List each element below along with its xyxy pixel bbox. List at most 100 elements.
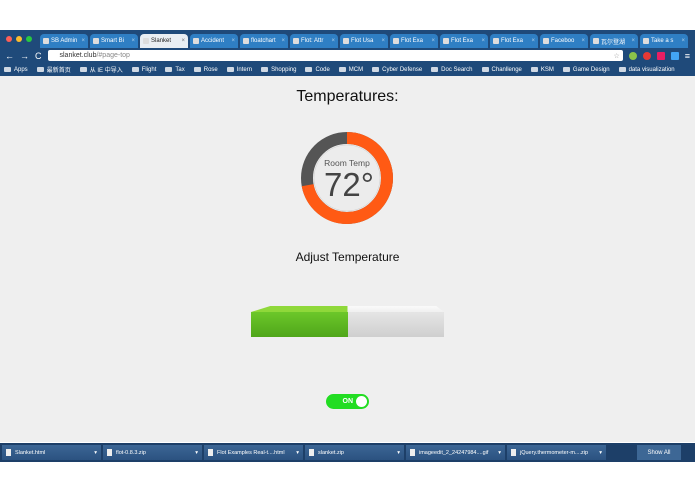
dropdown-arrow-icon[interactable]: ▾ (397, 449, 400, 456)
close-tab-icon[interactable]: × (381, 38, 385, 44)
tab[interactable]: Flot Exa × (490, 34, 538, 48)
folder-icon (530, 67, 538, 72)
back-icon[interactable]: ← (5, 50, 14, 61)
tab[interactable]: Flot Usa × (340, 34, 388, 48)
tab[interactable]: Slanket × (140, 34, 188, 48)
close-tab-icon[interactable]: × (281, 38, 285, 44)
extension-icon[interactable] (670, 51, 679, 60)
dropdown-arrow-icon[interactable]: ▾ (296, 449, 299, 456)
show-all-downloads-button[interactable]: Show All (637, 445, 681, 460)
file-icon (410, 449, 415, 456)
tab[interactable]: Faceboo × (540, 34, 588, 48)
download-item[interactable]: imageedit_2_24247984....gif ▾ (406, 445, 505, 460)
bookmark-item[interactable]: Doc Search (431, 67, 473, 73)
tab[interactable]: Accident × (190, 34, 238, 48)
favicon-icon (93, 38, 99, 44)
bookmark-item[interactable]: Apps (4, 67, 28, 73)
tab[interactable]: floatchart × (240, 34, 288, 48)
extension-icon[interactable] (642, 51, 651, 60)
close-tab-icon[interactable]: × (531, 38, 535, 44)
bookmark-item[interactable]: Rose (193, 67, 218, 73)
bookmark-item[interactable]: Cyber Defense (372, 67, 422, 73)
address-bar[interactable]: slanket.club/#page-top ☆ (47, 50, 623, 61)
bookmark-item[interactable]: data visualization (618, 66, 675, 73)
close-tab-icon[interactable]: × (581, 38, 585, 44)
close-tab-icon[interactable]: × (681, 38, 685, 44)
file-icon (6, 449, 11, 456)
toggle-knob[interactable] (356, 396, 367, 407)
download-filename: jQuery.thermometer-m....zip (520, 449, 589, 456)
zoom-window-button[interactable] (26, 36, 32, 42)
close-tab-icon[interactable]: × (481, 38, 485, 44)
close-tab-icon[interactable]: × (231, 38, 235, 44)
bookmark-item[interactable]: 最新首页 (36, 65, 71, 74)
tab[interactable]: Take a s × (640, 34, 688, 48)
dropdown-arrow-icon[interactable]: ▾ (94, 449, 97, 456)
tab[interactable]: SB Admin × (40, 34, 88, 48)
dropdown-arrow-icon[interactable]: ▾ (498, 449, 501, 456)
close-tab-icon[interactable]: × (181, 38, 185, 44)
dropdown-arrow-icon[interactable]: ▾ (599, 449, 602, 456)
bookmark-item[interactable]: Code (305, 67, 330, 73)
tab[interactable]: Smart Bi × (90, 34, 138, 48)
bookmark-item[interactable]: Shopping (261, 67, 296, 73)
bookmark-item[interactable]: Intern (226, 67, 252, 73)
close-window-button[interactable] (6, 36, 12, 42)
window-controls[interactable] (6, 36, 32, 42)
apps-icon (4, 67, 11, 72)
file-icon (511, 449, 516, 456)
download-filename: Flot Examples Real-t....html (217, 449, 285, 456)
tab-label: Take a s (651, 38, 674, 44)
favicon-icon (343, 38, 349, 44)
folder-icon (131, 67, 139, 72)
slider-fill[interactable] (251, 306, 348, 337)
tab[interactable]: Flot Exa × (390, 34, 438, 48)
close-tab-icon[interactable]: × (81, 38, 85, 44)
forward-icon[interactable]: → (20, 50, 29, 61)
tab[interactable]: 瓦尔登湖 × (590, 34, 638, 48)
bookmark-label: data visualization (628, 66, 675, 73)
bookmark-label: KSM (540, 66, 554, 73)
bookmark-label: Flight (141, 66, 157, 73)
bookmark-label: Game Design (572, 66, 610, 73)
menu-icon[interactable]: ≡ (684, 50, 690, 61)
tab-strip: SB Admin × Smart Bi × Slanket × Accident × float… (0, 30, 695, 48)
tab[interactable]: Flot: Attr × (290, 34, 338, 48)
bookmark-item[interactable]: 从 IE 中导入 (79, 65, 123, 74)
tab-label: Flot Exa (451, 38, 474, 44)
favicon-icon (493, 38, 499, 44)
download-item[interactable]: Slanket.html ▾ (2, 445, 101, 460)
download-item[interactable]: flot-0.8.3.zip ▾ (103, 445, 202, 460)
bookmark-item[interactable]: MCM (338, 67, 363, 73)
minimize-window-button[interactable] (16, 36, 22, 42)
reload-icon[interactable]: C (35, 50, 42, 61)
bookmark-item[interactable]: Game Design (562, 66, 610, 73)
bookmark-item[interactable]: KSM (530, 66, 554, 73)
download-item[interactable]: jQuery.thermometer-m....zip ▾ (507, 445, 606, 460)
power-toggle[interactable]: ON (326, 394, 369, 409)
page-content: Temperatures: Room Temp 72° Adjust Tempe… (0, 76, 695, 442)
temperature-slider[interactable] (251, 306, 444, 337)
tab-label: Flot Usa (351, 38, 374, 44)
close-tab-icon[interactable]: × (631, 38, 635, 44)
bookmark-item[interactable]: Chanllenge (481, 67, 522, 73)
close-tab-icon[interactable]: × (131, 38, 135, 44)
bookmark-item[interactable]: Flight (131, 66, 157, 73)
bookmark-label: Tax (175, 66, 185, 73)
dropdown-arrow-icon[interactable]: ▾ (195, 449, 198, 456)
gauge-value: 72° (324, 166, 374, 203)
close-tab-icon[interactable]: × (331, 38, 335, 44)
tab[interactable]: Flot Exa × (440, 34, 488, 48)
bookmark-item[interactable]: Tax (165, 66, 185, 73)
gauge-label: Room Temp (324, 158, 370, 168)
close-tab-icon[interactable]: × (431, 38, 435, 44)
favicon-icon (443, 38, 449, 44)
folder-icon (481, 67, 489, 72)
bookmark-star-icon[interactable]: ☆ (613, 52, 620, 60)
tab-label: Flot: Attr (301, 38, 324, 44)
tab-label: floatchart (251, 38, 276, 44)
extension-icon[interactable] (656, 51, 665, 60)
download-item[interactable]: slanket.zip ▾ (305, 445, 404, 460)
download-item[interactable]: Flot Examples Real-t....html ▾ (204, 445, 303, 460)
extension-icon[interactable] (628, 51, 637, 60)
